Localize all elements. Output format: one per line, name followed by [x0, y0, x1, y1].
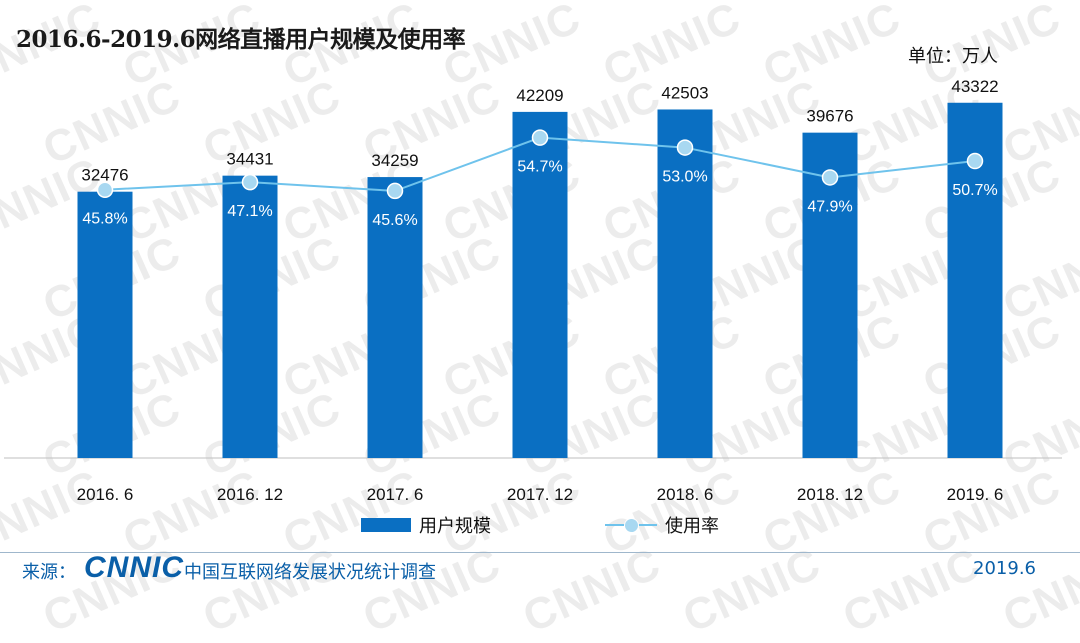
- legend-line-swatch: [605, 518, 657, 532]
- source-text: 中国互联网络发展状况统计调查: [184, 558, 436, 584]
- x-tick-label: 2016. 6: [77, 485, 134, 504]
- x-tick-label: 2019. 6: [947, 485, 1004, 504]
- source-prefix: 来源：: [22, 558, 76, 584]
- rate-point: [968, 154, 983, 169]
- bar-value-label: 43322: [951, 77, 998, 96]
- rate-point: [823, 170, 838, 185]
- rate-point: [678, 140, 693, 155]
- rate-point: [388, 183, 403, 198]
- bars-layer: [78, 103, 1003, 458]
- bar-value-label: 34259: [371, 151, 418, 170]
- footer: 来源： CNNIC 中国互联网络发展状况统计调查 2019.6: [22, 555, 1062, 585]
- legend-line-label: 使用率: [665, 512, 719, 538]
- footer-date: 2019.6: [973, 558, 1036, 579]
- bar: [658, 109, 713, 458]
- rate-value-label: 54.7%: [517, 159, 562, 176]
- legend-bar-swatch: [361, 518, 411, 532]
- x-tick-label: 2018. 12: [797, 485, 863, 504]
- rate-point: [533, 130, 548, 145]
- rate-value-label: 53.0%: [662, 169, 707, 186]
- rate-value-label: 45.6%: [372, 212, 417, 229]
- legend-item-line: 使用率: [605, 512, 719, 538]
- x-tick-label: 2018. 6: [657, 485, 714, 504]
- legend-bar-label: 用户规模: [419, 512, 491, 538]
- rate-value-label: 50.7%: [952, 182, 997, 199]
- x-tick-label: 2017. 12: [507, 485, 573, 504]
- bar: [78, 192, 133, 458]
- rate-value-label: 47.1%: [227, 203, 272, 220]
- cnnic-logo: CNNIC: [84, 551, 184, 585]
- x-tick-label: 2016. 12: [217, 485, 283, 504]
- bar-value-label: 39676: [806, 107, 853, 126]
- rate-value-label: 47.9%: [807, 198, 852, 215]
- bar-value-label: 34431: [226, 150, 273, 169]
- bar-value-label: 42503: [661, 83, 708, 102]
- legend-item-bar: 用户规模: [361, 512, 491, 538]
- rate-value-label: 45.8%: [82, 211, 127, 228]
- bar-value-label: 32476: [81, 166, 128, 185]
- bar-value-label: 42209: [516, 86, 563, 105]
- legend: 用户规模 使用率: [361, 511, 719, 539]
- x-tick-label: 2017. 6: [367, 485, 424, 504]
- rate-point: [243, 175, 258, 190]
